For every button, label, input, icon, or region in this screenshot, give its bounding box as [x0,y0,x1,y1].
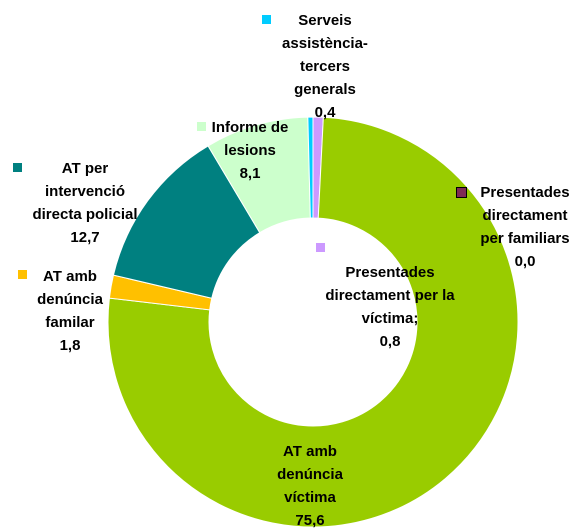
legend-swatch [456,187,467,198]
category-name: Presentades directament per la víctima; [325,264,455,327]
category-name: AT per intervenció directa policial [32,160,138,223]
data-label: Presentades directament per familiars 0,0 [470,181,573,273]
donut-segment [107,116,519,528]
data-label: Serveis assistència-tercers generals 0,4 [275,9,375,124]
category-name: AT amb denúncia familar [37,268,103,331]
category-name: Presentades directament per familiars [480,184,570,247]
legend-swatch [18,270,27,279]
value-label: 1,8 [59,337,81,354]
data-label: AT per intervenció directa policial 12,7 [25,157,145,249]
donut-segment [307,116,314,219]
value-label: 0,4 [314,104,336,121]
data-label: AT amb denúncia familar 1,8 [30,265,110,357]
legend-swatch [262,15,271,24]
value-label: 75,6 [295,512,325,529]
value-label: 0,0 [514,253,536,270]
data-label: AT amb denúncia víctima 75,6 [255,440,365,532]
category-name: Informe de lesions [211,119,289,159]
category-name: AT amb denúncia víctima [277,443,343,506]
value-label: 0,8 [379,333,401,350]
data-label: Presentades directament per la víctima; 0… [325,261,455,353]
legend-swatch [316,243,325,252]
value-label: 8,1 [239,165,261,182]
legend-swatch [197,122,206,131]
value-label: 12,7 [70,229,100,246]
legend-swatch [13,163,22,172]
data-label: Informe de lesions 8,1 [210,116,290,185]
category-name: Serveis assistència-tercers generals [282,12,368,98]
